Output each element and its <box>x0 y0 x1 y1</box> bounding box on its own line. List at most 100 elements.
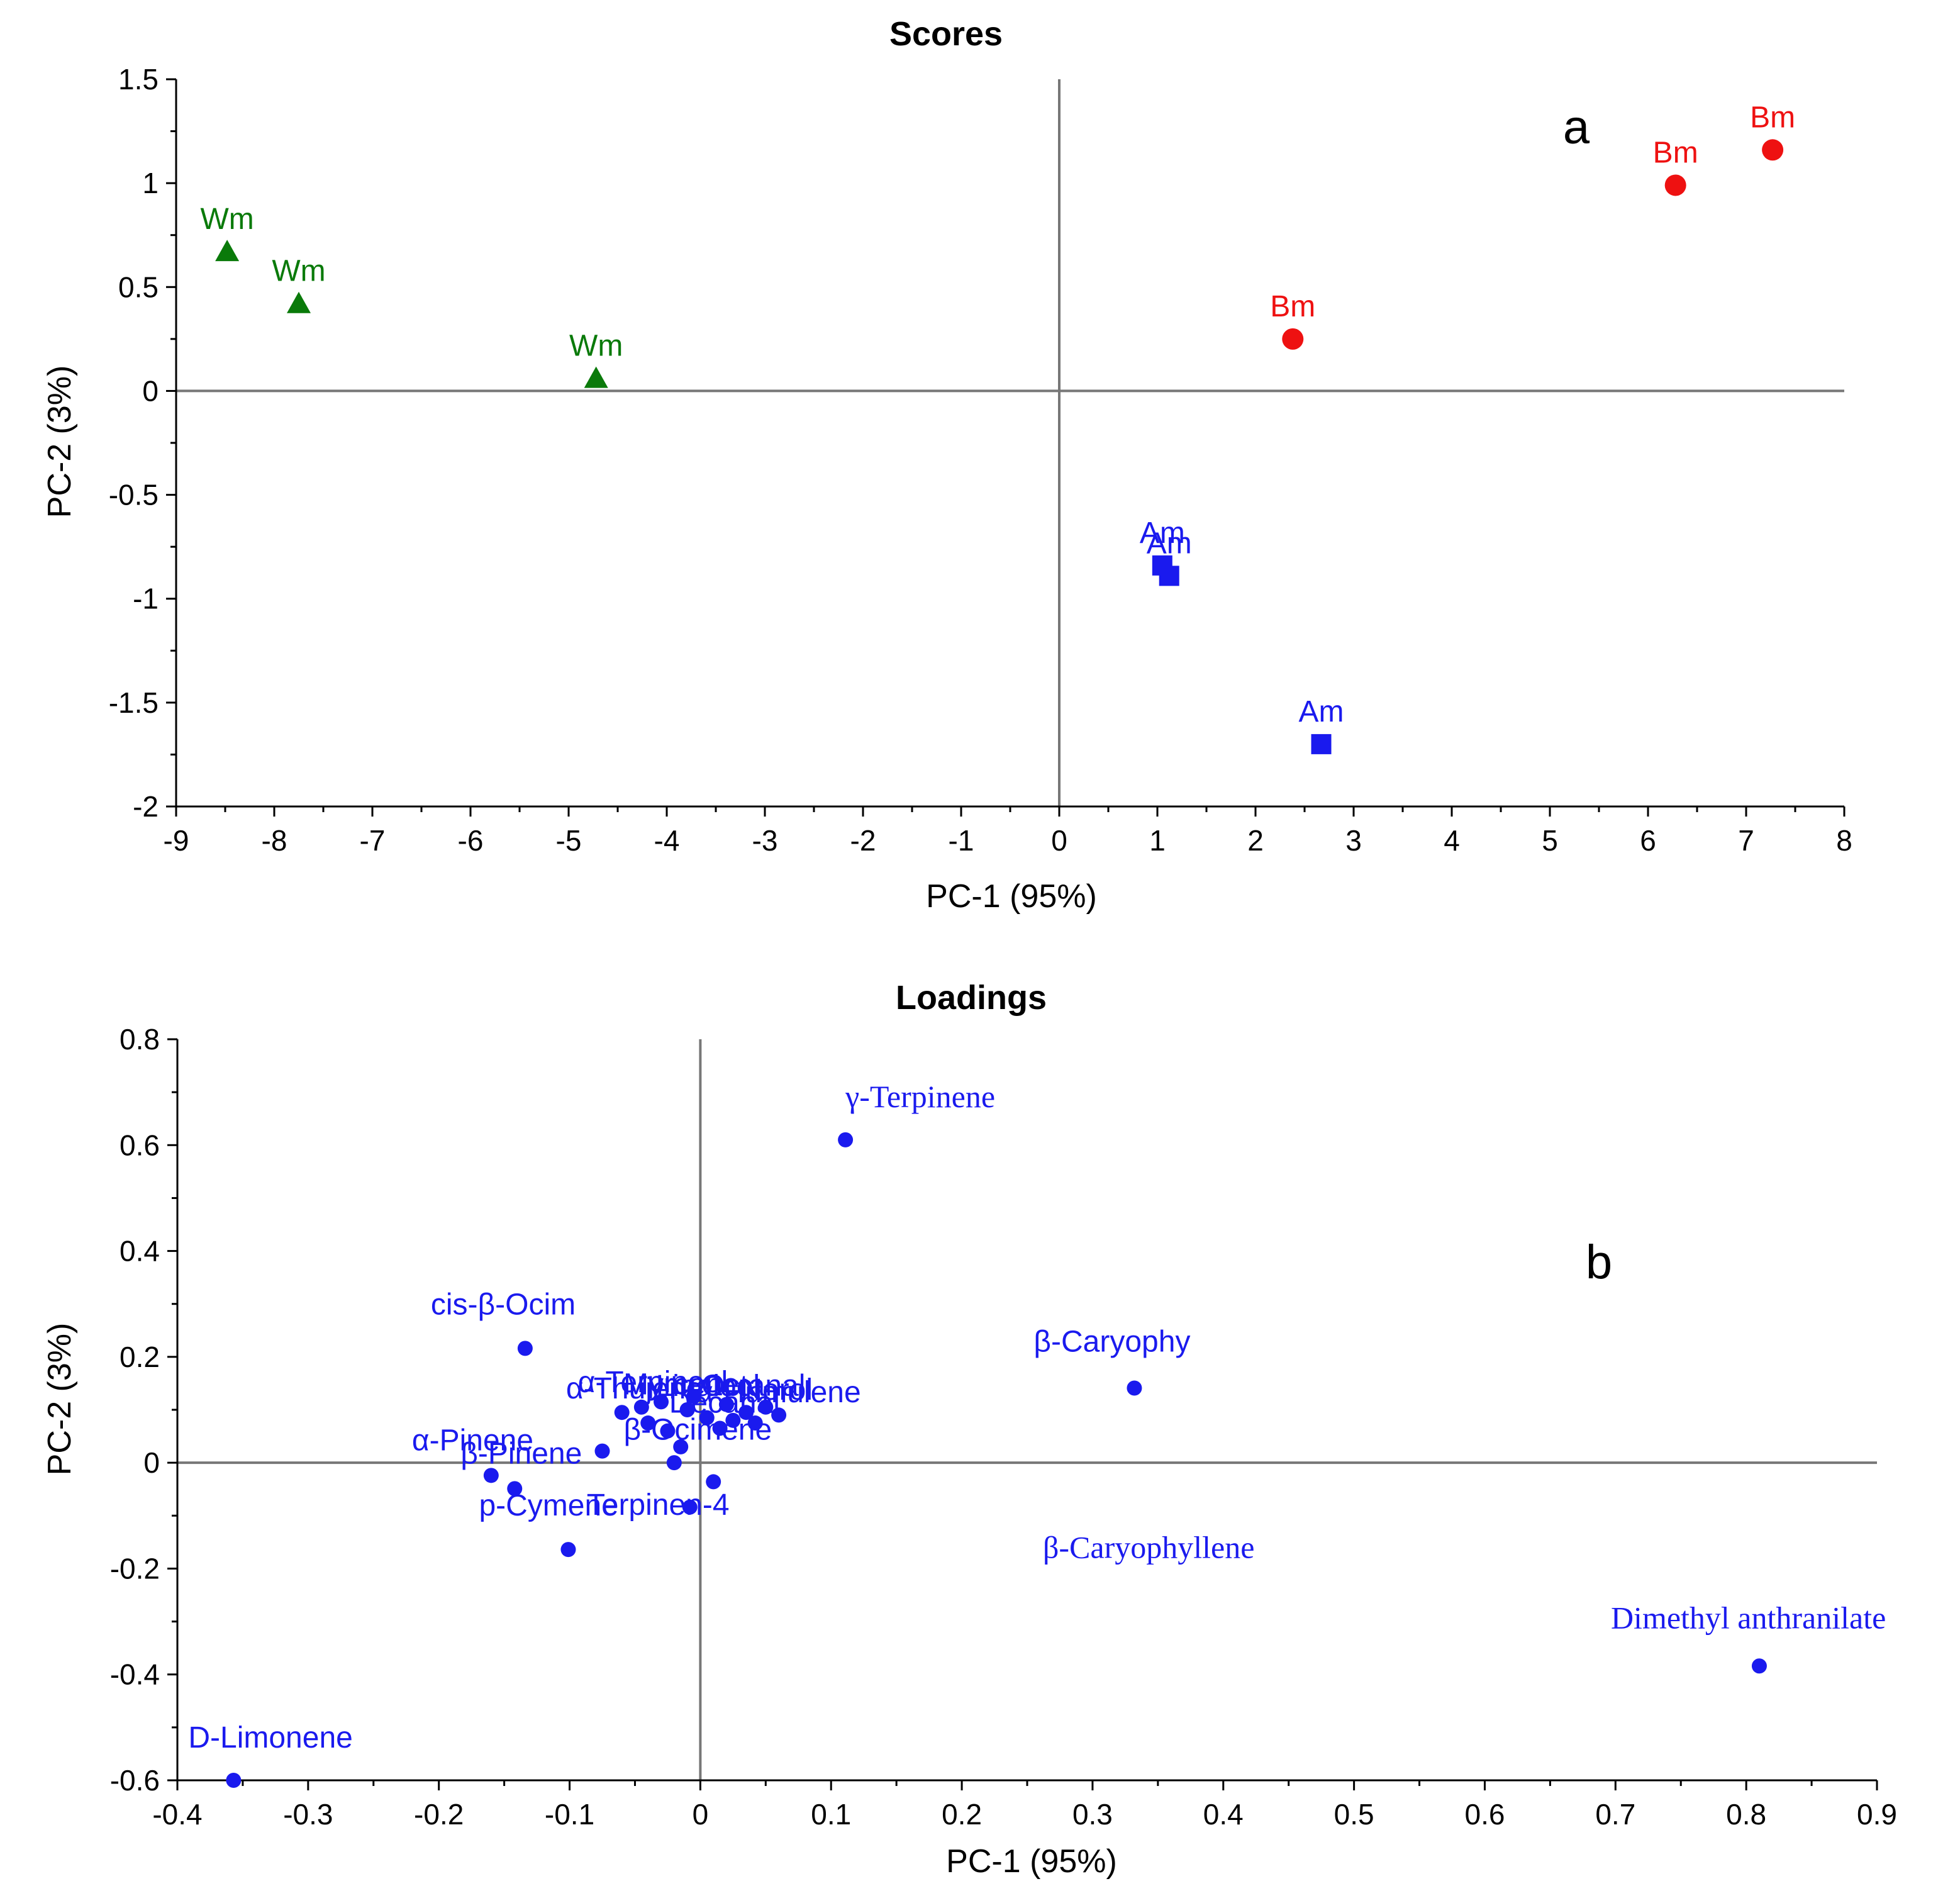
loadings-panel-label: b <box>1586 1236 1612 1289</box>
y-tick-label: -0.5 <box>109 479 159 511</box>
x-tick-label: -3 <box>752 824 778 857</box>
loading-point-label: D-Limonene <box>188 1721 352 1755</box>
x-tick-label: -1 <box>949 824 974 857</box>
loading-point <box>838 1132 854 1147</box>
loading-point <box>718 1397 734 1412</box>
am-point-label: Am <box>1299 695 1344 728</box>
x-tick-label: -0.3 <box>283 1798 333 1831</box>
x-tick-label: -8 <box>262 824 287 857</box>
loading-point <box>594 1443 610 1459</box>
wm-point-label: Wm <box>272 255 325 288</box>
y-tick-label: 0.8 <box>120 1023 160 1056</box>
x-tick-label: -0.4 <box>152 1798 202 1831</box>
x-tick-label: -9 <box>164 824 189 857</box>
x-tick-label: 0.8 <box>1726 1798 1766 1831</box>
loading-point-label: Myrcene <box>623 1368 739 1401</box>
x-tick-label: 0.9 <box>1857 1798 1897 1831</box>
y-tick-label: 0.6 <box>120 1129 160 1161</box>
x-tick-label: 0.7 <box>1595 1798 1635 1831</box>
loading-point <box>712 1420 728 1436</box>
y-tick-label: 1 <box>142 167 159 199</box>
bm-point-label: Bm <box>1750 101 1795 134</box>
x-tick-label: 0.4 <box>1203 1798 1244 1831</box>
x-tick-label: -6 <box>458 824 484 857</box>
x-tick-label: 7 <box>1738 824 1754 857</box>
wm-point <box>215 240 240 262</box>
loading-point <box>226 1773 242 1788</box>
loading-point-label: Terpinen-4 <box>587 1488 730 1522</box>
x-tick-label: 4 <box>1444 824 1460 857</box>
loading-point <box>686 1388 701 1404</box>
loading-point <box>706 1474 721 1490</box>
loading-point <box>517 1341 533 1356</box>
loading-point <box>633 1399 649 1415</box>
loading-point-label: cis-β-Ocim <box>431 1288 576 1321</box>
y-tick-label: 0.4 <box>120 1235 160 1268</box>
y-tick-label: -0.6 <box>110 1764 160 1797</box>
annotation-label: β-Caryophyllene <box>1043 1530 1254 1565</box>
loading-point <box>666 1455 682 1471</box>
scores-panel-label: a <box>1563 101 1590 154</box>
y-tick-label: 0.2 <box>120 1341 160 1373</box>
am-point <box>1311 734 1332 754</box>
loading-point <box>771 1407 787 1423</box>
x-tick-label: 0.5 <box>1334 1798 1374 1831</box>
scores-plot-area: -9 -8 -7 -6 -5 -4 -3 -2 -1 0 1 2 3 4 5 6 7 8 -2 -1.5 -1 -0.5 0… <box>109 63 1852 857</box>
loading-point <box>1127 1380 1142 1396</box>
am-point-label: Am <box>1140 516 1185 550</box>
bm-point <box>1664 174 1686 196</box>
bm-point <box>1282 328 1304 350</box>
loadings-y-label: PC-2 (3%) <box>42 1323 78 1476</box>
scores-x-label: PC-1 (95%) <box>926 878 1097 915</box>
loading-point <box>614 1405 630 1420</box>
loading-point <box>758 1399 774 1415</box>
x-tick-label: 0 <box>1051 824 1067 857</box>
x-tick-label: -5 <box>556 824 582 857</box>
y-tick-label: -2 <box>133 790 159 823</box>
scores-y-label: PC-2 (3%) <box>42 365 78 518</box>
x-tick-label: 0.3 <box>1072 1798 1113 1831</box>
y-tick-label: -1 <box>133 583 159 615</box>
loading-point <box>682 1499 698 1515</box>
wm-point-label: Wm <box>569 330 623 363</box>
loading-point-label: β-Caryophy <box>1033 1325 1190 1359</box>
bm-point <box>1762 139 1784 161</box>
y-tick-label: 0.5 <box>118 271 159 303</box>
loading-point <box>1751 1658 1767 1674</box>
scores-panel: Scores -9 -8 -7 -6 -5 -4 -3 -2 -1 0 1 2 3 4 5 6 7 8 -2 -1.5… <box>42 15 1852 915</box>
loading-point <box>560 1542 576 1558</box>
loading-point <box>679 1402 695 1417</box>
loading-point-label: Octanal <box>701 1370 805 1403</box>
x-tick-label: -7 <box>360 824 386 857</box>
loading-point <box>725 1412 741 1428</box>
loadings-x-label: PC-1 (95%) <box>946 1843 1117 1880</box>
loading-point <box>747 1415 763 1431</box>
x-tick-label: -0.2 <box>414 1798 464 1831</box>
loading-point <box>507 1481 523 1497</box>
wm-point <box>584 366 608 388</box>
loading-point-label: Linalool <box>656 1370 760 1403</box>
am-point-label: Am <box>1147 527 1192 560</box>
y-tick-label: -0.2 <box>110 1552 160 1585</box>
x-tick-label: -2 <box>850 824 876 857</box>
loading-point <box>654 1394 669 1410</box>
loading-point-label: α-Terpineol <box>578 1366 728 1399</box>
loading-point <box>673 1439 689 1454</box>
y-tick-label: -1.5 <box>109 686 159 719</box>
am-point <box>1159 566 1179 586</box>
x-tick-label: 8 <box>1836 824 1852 857</box>
y-tick-label: 1.5 <box>118 63 159 96</box>
scores-title: Scores <box>889 15 1003 53</box>
bm-point-label: Bm <box>1270 290 1315 323</box>
loading-point <box>483 1468 499 1483</box>
x-tick-label: -4 <box>654 824 680 857</box>
loading-point-label: α-Humulene <box>696 1376 861 1409</box>
bm-point-label: Bm <box>1653 136 1698 169</box>
x-tick-label: -0.1 <box>545 1798 594 1831</box>
loading-point-label: α-Thujene <box>566 1372 703 1405</box>
y-tick-label: -0.4 <box>110 1658 160 1691</box>
x-tick-label: 2 <box>1247 824 1264 857</box>
y-tick-label: 0 <box>142 374 159 407</box>
loading-point-label: β-Pinene <box>460 1437 582 1470</box>
